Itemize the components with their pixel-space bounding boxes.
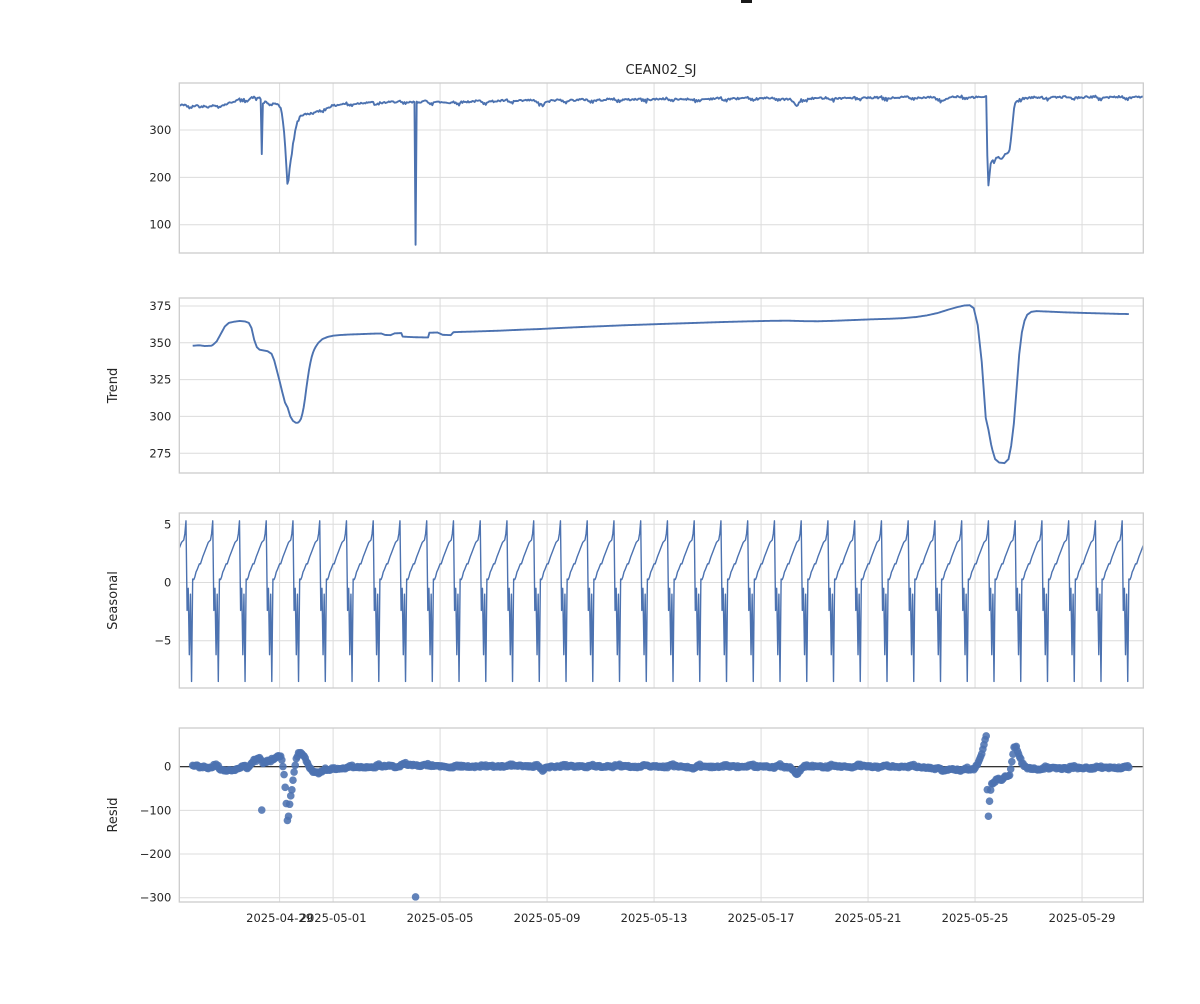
- gridlines-layer: [179, 83, 1144, 902]
- resid-point: [291, 761, 300, 770]
- y-tick-label: 0: [164, 760, 171, 774]
- resid-point: [986, 786, 995, 794]
- resid-point: [257, 806, 266, 814]
- resid-point: [285, 800, 294, 809]
- ylabel-trend: Trend: [106, 368, 121, 405]
- resid-scatter: [188, 732, 1133, 901]
- y-tick-label: 375: [149, 299, 171, 313]
- axes-frame: [178, 297, 1144, 474]
- axis-titles-layer: Trend Seasonal Resid: [106, 368, 121, 833]
- y-tick-label: 100: [149, 218, 171, 232]
- seasonal-line: [179, 520, 1144, 683]
- x-tick-label: 2025-05-29: [1049, 911, 1116, 925]
- y-tick-label: 200: [149, 170, 171, 184]
- resid-point: [290, 768, 298, 776]
- y-tick-label: −5: [154, 634, 171, 648]
- y-tick-label: 350: [149, 336, 171, 350]
- x-tick-label: 2025-05-09: [514, 911, 581, 925]
- axes-frames-layer: [178, 82, 1144, 903]
- x-tick-label: 2025-05-13: [621, 911, 688, 925]
- x-tick-label: 2025-05-01: [300, 911, 367, 925]
- series-layer: [179, 94, 1144, 901]
- y-tick-label: −200: [140, 847, 172, 861]
- ylabel-seasonal: Seasonal: [106, 571, 121, 630]
- y-tick-label: 0: [164, 576, 171, 590]
- resid-point: [278, 756, 286, 764]
- x-tick-label: 2025-05-05: [407, 911, 474, 925]
- x-tick-label: 2025-05-21: [835, 911, 902, 925]
- axes-frame: [178, 727, 1144, 903]
- observed-line: [179, 94, 1144, 246]
- x-tick-label: 2025-05-25: [942, 911, 1009, 925]
- x-tick-label: 2025-05-17: [728, 911, 795, 925]
- axes-frame: [178, 512, 1144, 689]
- resid-point: [281, 783, 289, 792]
- resid-point: [984, 812, 993, 821]
- y-tick-label: 5: [164, 517, 171, 531]
- resid-point: [288, 786, 296, 794]
- axes-frame: [178, 82, 1144, 254]
- resid-point: [982, 732, 990, 740]
- x-tick-label: 2025-04-29: [246, 911, 313, 925]
- resid-point: [1008, 757, 1016, 766]
- resid-point: [279, 762, 287, 771]
- chart-title: CEAN02_SJ: [625, 63, 696, 78]
- y-tick-label: 300: [149, 409, 171, 423]
- resid-point: [284, 812, 293, 821]
- y-tick-label: 325: [149, 373, 171, 387]
- y-tick-label: −300: [140, 891, 172, 905]
- resid-point: [286, 792, 295, 800]
- resid-point: [289, 776, 297, 785]
- resid-point: [280, 770, 288, 779]
- ylabel-resid: Resid: [106, 797, 121, 832]
- suptitle-fragment: [741, 0, 752, 3]
- resid-point: [985, 797, 994, 806]
- resid-point: [1006, 765, 1015, 773]
- tick-labels-layer: 300 200 100 375 350 325 300 275 5 0 −5 0 −100 −200 −30…: [140, 123, 1116, 925]
- trend-line: [192, 304, 1129, 465]
- resid-point: [411, 893, 420, 901]
- resid-point: [1125, 763, 1133, 772]
- y-tick-label: 275: [149, 446, 171, 460]
- y-tick-label: 300: [149, 123, 171, 137]
- y-tick-label: −100: [140, 803, 172, 817]
- resid-point: [1005, 771, 1014, 780]
